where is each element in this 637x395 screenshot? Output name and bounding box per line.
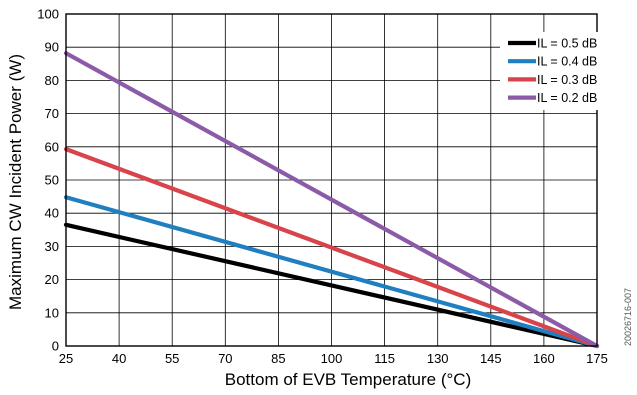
x-tick-label: 145 — [480, 351, 502, 366]
y-tick-label: 40 — [45, 206, 59, 221]
y-tick-label: 100 — [37, 7, 59, 22]
y-tick-label: 60 — [45, 139, 59, 154]
series-line-1 — [63, 195, 600, 349]
figure-id-watermark: 20026716-007 — [623, 288, 633, 346]
x-tick-label: 130 — [427, 351, 449, 366]
x-tick-label: 115 — [374, 351, 395, 366]
plot-frame — [65, 13, 598, 347]
y-tick-label: 20 — [45, 272, 59, 287]
series-lines — [63, 51, 600, 349]
axes — [65, 13, 598, 347]
y-tick-labels: 0 10 20 30 40 50 60 70 80 90 100 — [37, 7, 59, 354]
y-tick-label: 10 — [45, 305, 59, 320]
x-tick-labels: 25 40 55 70 85 100 115 130 145 160 175 — [59, 351, 608, 366]
y-axis-title: Maximum CW Incident Power (W) — [6, 54, 25, 310]
y-tick-label: 90 — [45, 40, 59, 55]
legend-label-3: IL = 0.2 dB — [537, 91, 597, 105]
legend-label-0: IL = 0.5 dB — [537, 37, 597, 51]
x-tick-label: 85 — [271, 351, 285, 366]
series-line-2 — [63, 147, 600, 349]
y-tick-label: 70 — [45, 106, 59, 121]
x-tick-label: 25 — [59, 351, 73, 366]
y-tick-label: 30 — [45, 239, 59, 254]
x-tick-label: 70 — [218, 351, 232, 366]
x-axis-title: Bottom of EVB Temperature (°C) — [225, 370, 471, 389]
y-tick-label: 50 — [45, 173, 59, 188]
legend-label-2: IL = 0.3 dB — [537, 73, 597, 87]
legend-label-1: IL = 0.4 dB — [537, 55, 597, 69]
x-tick-label: 160 — [533, 351, 555, 366]
x-tick-label: 100 — [321, 351, 343, 366]
x-tick-label: 40 — [112, 351, 126, 366]
legend: IL = 0.5 dB IL = 0.4 dB IL = 0.3 dB IL = 0.… — [500, 32, 604, 110]
series-line-3 — [63, 51, 600, 349]
y-tick-label: 80 — [45, 73, 59, 88]
x-tick-label: 175 — [586, 351, 608, 366]
series-line-0 — [63, 222, 600, 349]
x-tick-label: 55 — [165, 351, 179, 366]
y-tick-label: 0 — [52, 339, 59, 354]
